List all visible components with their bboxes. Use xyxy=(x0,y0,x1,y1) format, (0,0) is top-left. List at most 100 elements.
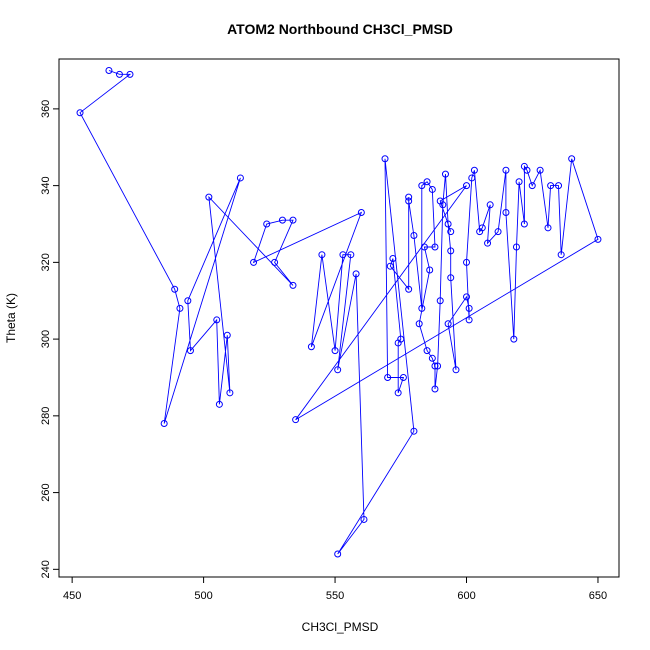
data-point xyxy=(418,304,426,312)
y-tick-label: 340 xyxy=(40,176,52,194)
data-point xyxy=(263,220,271,228)
data-point xyxy=(360,515,368,523)
data-point xyxy=(502,208,510,216)
data-point xyxy=(334,550,342,558)
data-point xyxy=(357,208,365,216)
x-axis: 450 500 550 600 650 xyxy=(63,576,607,602)
data-point xyxy=(428,185,436,193)
data-point xyxy=(441,170,449,178)
data-point xyxy=(389,255,397,263)
y-tick-label: 320 xyxy=(40,253,52,271)
data-point xyxy=(428,354,436,362)
x-axis-label: CH3Cl_PMSD xyxy=(302,620,379,634)
data-point xyxy=(486,201,494,209)
data-point xyxy=(447,274,455,282)
data-point xyxy=(278,216,286,224)
data-point xyxy=(465,304,473,312)
data-point xyxy=(494,228,502,236)
data-point xyxy=(555,182,563,190)
data-point xyxy=(236,174,244,182)
x-tick-label: 600 xyxy=(457,590,475,602)
series-points xyxy=(76,67,602,558)
data-point xyxy=(105,67,113,75)
data-point xyxy=(289,281,297,289)
data-point xyxy=(215,400,223,408)
data-point xyxy=(410,427,418,435)
data-point xyxy=(307,343,315,351)
data-point xyxy=(186,347,194,355)
x-tick-label: 500 xyxy=(194,590,212,602)
data-point xyxy=(444,220,452,228)
data-point xyxy=(557,251,565,259)
data-point xyxy=(510,335,518,343)
data-point xyxy=(160,420,168,428)
data-point xyxy=(171,285,179,293)
data-point xyxy=(463,293,471,301)
data-point xyxy=(352,270,360,278)
data-point xyxy=(468,174,476,182)
data-point xyxy=(410,232,418,240)
data-point xyxy=(76,109,84,117)
y-tick-label: 360 xyxy=(40,100,52,118)
data-point xyxy=(431,385,439,393)
data-point xyxy=(176,304,184,312)
y-tick-label: 240 xyxy=(40,560,52,578)
data-point xyxy=(213,316,221,324)
data-point xyxy=(520,220,528,228)
y-tick-label: 280 xyxy=(40,407,52,425)
data-point xyxy=(226,389,234,397)
data-point xyxy=(405,197,413,205)
data-point xyxy=(444,320,452,328)
data-point xyxy=(431,362,439,370)
data-point xyxy=(436,197,444,205)
x-tick-label: 650 xyxy=(589,590,607,602)
data-point xyxy=(292,416,300,424)
data-point xyxy=(536,166,544,174)
data-point xyxy=(528,182,536,190)
data-point xyxy=(447,228,455,236)
data-point xyxy=(347,251,355,259)
y-tick-label: 260 xyxy=(40,483,52,501)
data-point xyxy=(547,182,555,190)
data-point xyxy=(184,297,192,305)
data-point xyxy=(223,331,231,339)
data-point xyxy=(523,166,531,174)
data-point xyxy=(405,285,413,293)
data-point xyxy=(394,389,402,397)
x-tick-label: 450 xyxy=(63,590,81,602)
y-tick-label: 300 xyxy=(40,330,52,348)
chart-title: ATOM2 Northbound CH3Cl_PMSD xyxy=(227,21,453,37)
data-point xyxy=(515,178,523,186)
data-point xyxy=(415,320,423,328)
data-point xyxy=(544,224,552,232)
data-point xyxy=(331,347,339,355)
data-point xyxy=(568,155,576,163)
data-point xyxy=(478,224,486,232)
data-point xyxy=(465,316,473,324)
data-point xyxy=(381,155,389,163)
series-line xyxy=(79,70,599,555)
data-point xyxy=(502,166,510,174)
data-point xyxy=(594,235,602,243)
data-point xyxy=(115,70,123,78)
data-point xyxy=(423,178,431,186)
data-point xyxy=(463,258,471,266)
data-point xyxy=(423,347,431,355)
data-point xyxy=(436,297,444,305)
y-axis: 240 260 280 300 320 340 360 xyxy=(40,100,60,579)
series-path xyxy=(79,70,599,555)
data-point xyxy=(334,366,342,374)
data-point xyxy=(426,266,434,274)
data-point xyxy=(420,243,428,251)
data-point xyxy=(318,251,326,259)
data-point xyxy=(386,262,394,270)
data-point xyxy=(271,258,279,266)
data-point xyxy=(470,166,478,174)
data-point xyxy=(339,251,347,259)
y-axis-label: Theta (K) xyxy=(4,293,18,343)
data-point xyxy=(405,193,413,201)
plot-frame xyxy=(58,58,620,578)
data-point xyxy=(399,373,407,381)
data-point xyxy=(484,239,492,247)
data-point xyxy=(434,362,442,370)
